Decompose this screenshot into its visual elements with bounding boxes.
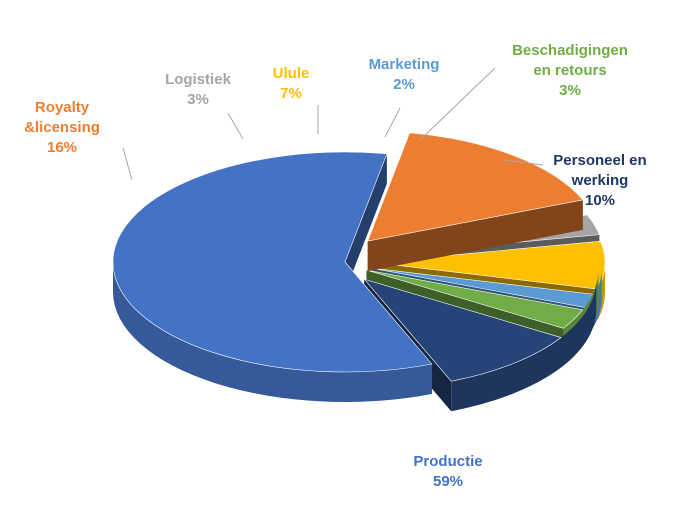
leader-line (419, 67, 496, 141)
leader-line (504, 159, 544, 166)
leader-lines (122, 67, 544, 181)
pie-slice-royalty-licensing (367, 132, 584, 272)
leader-line (122, 147, 133, 181)
pie-slice-productie (112, 151, 433, 402)
slice-label: Marketing 2% (369, 56, 440, 93)
leader-line (227, 112, 244, 140)
leader-line (384, 107, 401, 138)
slice-label: Ulule 7% (273, 65, 310, 102)
slice-label: Beschadigingen en retours 3% (512, 42, 628, 99)
slice-labels: Productie 59% Royalty &licensing 16% Logistie… (24, 42, 647, 490)
slice-label: Logistiek 3% (165, 71, 232, 108)
slice-label: Productie 59% (413, 453, 482, 490)
slice-label: Royalty &licensing 16% (24, 99, 100, 156)
pie-slices (112, 132, 606, 412)
slice-label: Personeel en werking 10% (553, 152, 646, 209)
